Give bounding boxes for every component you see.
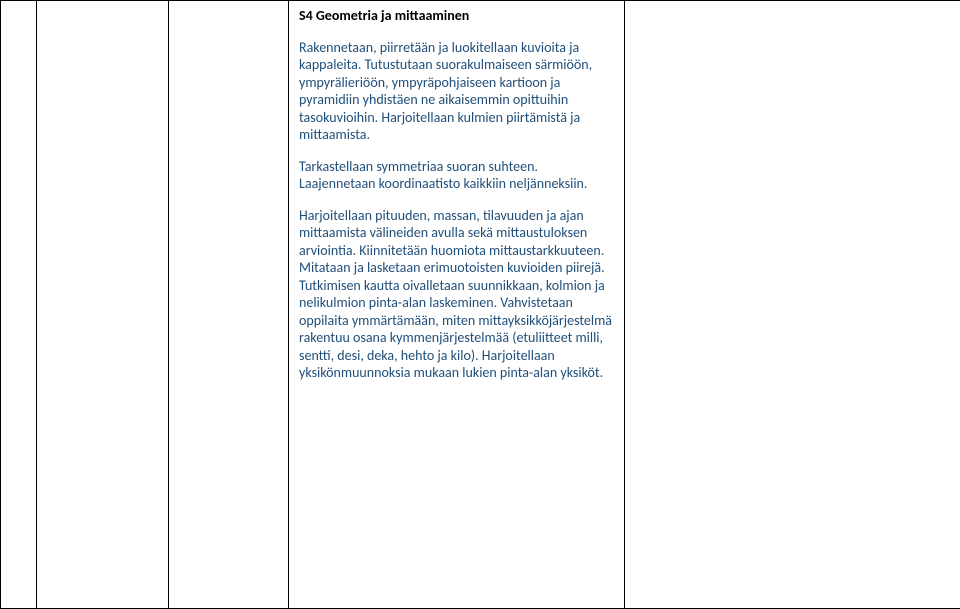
paragraph: Rakennetaan, piirretään ja luokitellaan …: [299, 39, 614, 144]
paragraph: Harjoitellaan pituuden, massan, tilavuud…: [299, 207, 614, 382]
page: S4 Geometria ja mittaaminen Rakennetaan,…: [0, 0, 960, 608]
section-heading: S4 Geometria ja mittaaminen: [299, 7, 614, 25]
cell-empty-2: [37, 1, 169, 609]
cell-empty-1: [1, 1, 37, 609]
cell-empty-5: [625, 1, 960, 609]
table-row: S4 Geometria ja mittaaminen Rakennetaan,…: [1, 1, 960, 609]
paragraph: Tarkastellaan symmetriaa suoran suhteen.…: [299, 158, 614, 193]
cell-content: S4 Geometria ja mittaaminen Rakennetaan,…: [289, 1, 625, 609]
cell-empty-3: [169, 1, 289, 609]
document-table: S4 Geometria ja mittaaminen Rakennetaan,…: [0, 0, 960, 609]
